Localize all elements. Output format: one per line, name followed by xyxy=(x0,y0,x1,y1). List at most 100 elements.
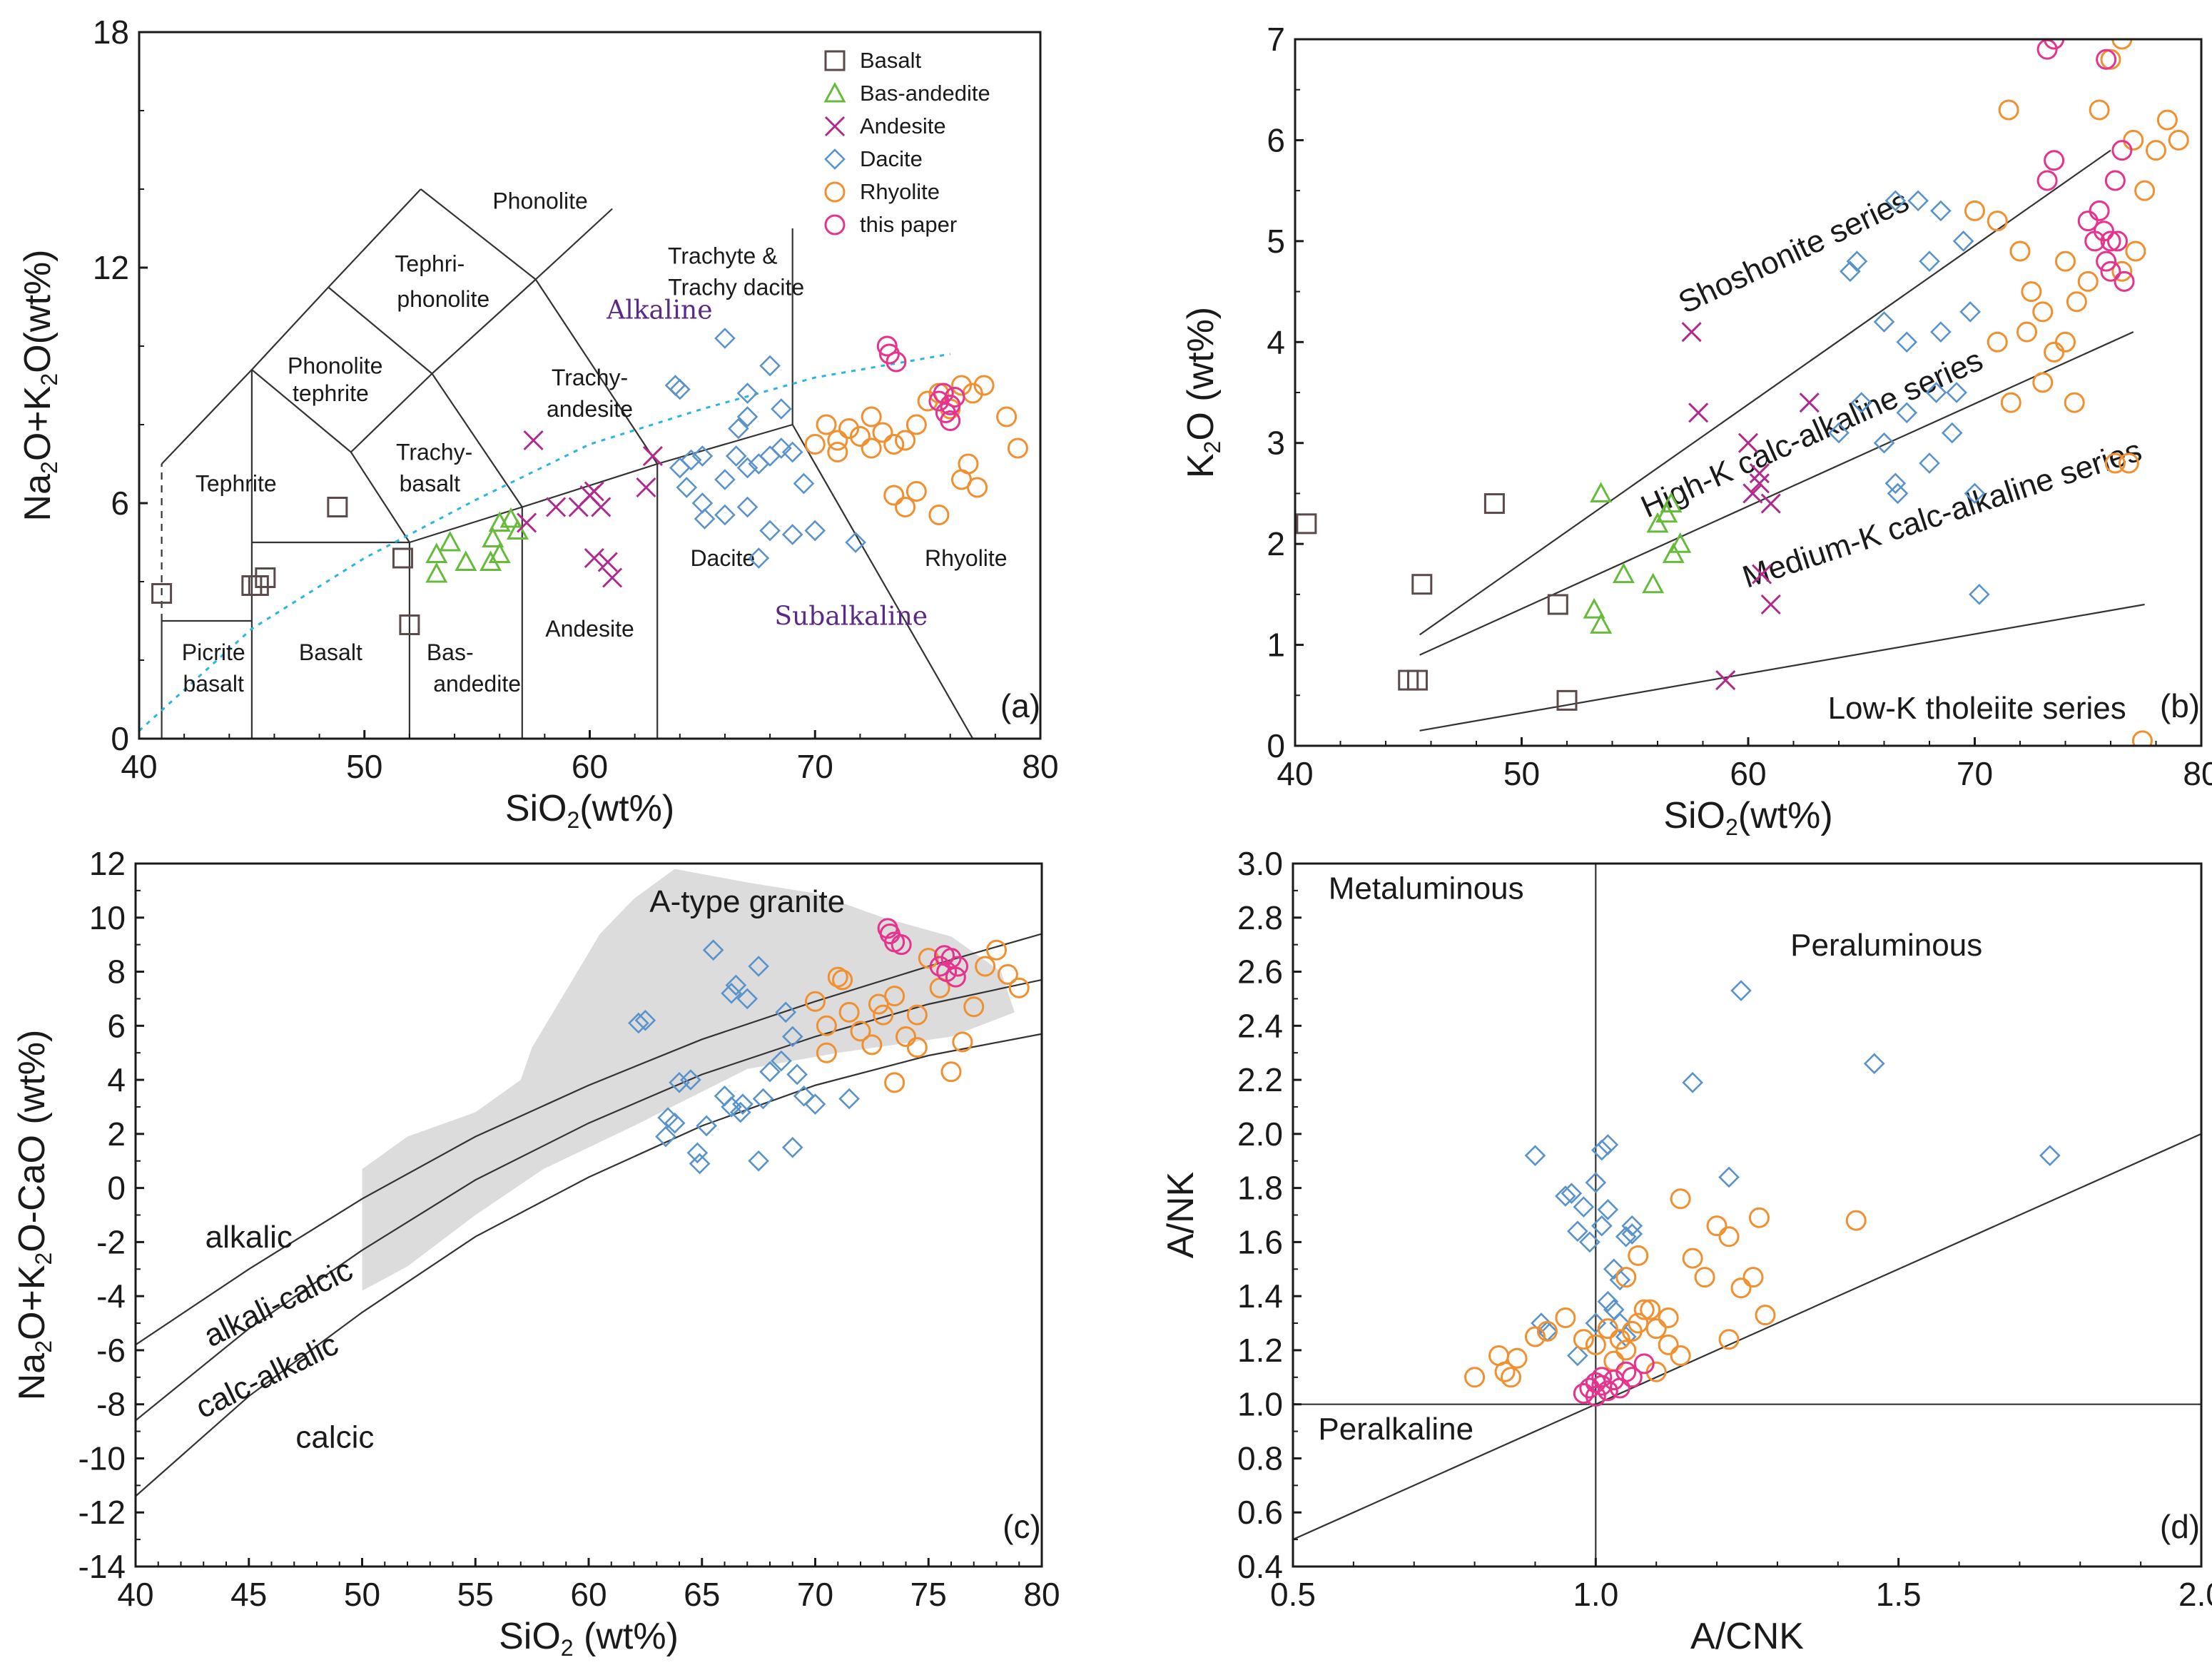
field-boundary xyxy=(350,451,410,543)
point-basalt xyxy=(392,547,413,569)
point-basalt xyxy=(1547,594,1568,615)
point-rhyolite xyxy=(2111,39,2133,50)
point-basalt xyxy=(1483,493,1505,515)
point-dacite xyxy=(748,1150,769,1172)
y-tick-label: 1.4 xyxy=(1237,1277,1283,1315)
point-dacite xyxy=(752,1088,774,1110)
point-this_paper xyxy=(933,945,955,966)
point-rhyolite xyxy=(1706,1215,1728,1237)
legend-marker-basalt xyxy=(824,50,846,71)
point-rhyolite xyxy=(850,1021,871,1042)
x-tick-label: 0.5 xyxy=(1270,1576,1316,1613)
point-rhyolite xyxy=(906,1037,928,1058)
point-rhyolite xyxy=(1506,1347,1528,1369)
field-label: Phonolite xyxy=(288,353,382,379)
point-rhyolite xyxy=(1633,1299,1655,1320)
point-rhyolite xyxy=(1658,1307,1679,1328)
point-rhyolite xyxy=(1573,1329,1594,1350)
point-rhyolite xyxy=(2000,392,2021,413)
point-rhyolite xyxy=(986,939,1007,961)
point-dacite xyxy=(1873,311,1895,333)
point-rhyolite xyxy=(1645,1318,1667,1340)
x-tick-label: 40 xyxy=(117,1576,153,1613)
point-rhyolite xyxy=(1730,1277,1752,1299)
point-dacite xyxy=(771,398,792,420)
point-dacite xyxy=(628,1012,649,1034)
point-dacite xyxy=(1959,301,1981,323)
point-andesite xyxy=(1760,493,1781,514)
legend-marker-this_paper xyxy=(824,214,846,236)
point-rhyolite xyxy=(2016,321,2038,343)
x-axis-title: SiO2 (wt%) xyxy=(499,1616,679,1661)
point-andesite xyxy=(1715,670,1736,691)
field-label: Tephri- xyxy=(395,251,465,277)
field-boundary xyxy=(656,423,793,465)
point-dacite xyxy=(669,457,691,479)
point-dacite xyxy=(1531,1312,1552,1334)
point-rhyolite xyxy=(884,1072,905,1093)
point-rhyolite xyxy=(838,1001,860,1023)
point-dacite xyxy=(1590,1139,1613,1161)
point-rhyolite xyxy=(2123,129,2144,151)
point-this_paper xyxy=(1585,1385,1606,1407)
point-rhyolite xyxy=(838,418,860,439)
point-rhyolite xyxy=(2044,341,2065,363)
field-label: Peraluminous xyxy=(1790,928,1982,963)
point-andesite xyxy=(642,445,663,467)
point-rhyolite xyxy=(2055,331,2076,353)
point-bas_andedite xyxy=(1655,502,1678,523)
point-rhyolite xyxy=(827,966,848,988)
field-boundary xyxy=(791,424,974,739)
series-bas_andedite xyxy=(425,507,529,583)
series-this_paper xyxy=(877,918,969,988)
point-dacite xyxy=(664,1112,686,1134)
series-dacite xyxy=(664,328,866,569)
point-rhyolite xyxy=(975,956,996,977)
plot-area: Phonolite Tephri-phonolite Trachyte & Trach… xyxy=(139,188,1028,739)
series-basalt xyxy=(151,497,420,635)
point-dacite xyxy=(759,1061,781,1083)
point-rhyolite xyxy=(1682,1248,1703,1269)
point-andesite xyxy=(517,512,537,533)
point-this_paper xyxy=(2096,49,2117,70)
y-axis-title: A/NK xyxy=(1160,1172,1202,1259)
point-this_paper xyxy=(1621,1367,1643,1388)
point-rhyolite xyxy=(1987,211,2008,232)
y-tick-label: 1.8 xyxy=(1237,1170,1283,1207)
series-dacite xyxy=(628,939,860,1175)
legend-label-andesite: Andesite xyxy=(860,113,946,138)
field-label: Trachyte & xyxy=(668,243,778,269)
point-basalt xyxy=(1556,689,1578,711)
series-this_paper xyxy=(2036,39,2135,292)
point-andesite xyxy=(546,497,567,517)
legend-marker-rhyolite xyxy=(824,181,846,203)
point-this_paper xyxy=(2107,231,2129,252)
plot-area: Metaluminous Peraluminous Peralkaline xyxy=(1293,864,2201,1567)
x-tick-label: 60 xyxy=(1730,755,1766,792)
point-dacite xyxy=(1567,1345,1588,1367)
point-dacite xyxy=(1621,1215,1643,1237)
y-tick-label: 18 xyxy=(93,14,129,51)
point-rhyolite xyxy=(950,375,972,396)
series-label: Subalkaline xyxy=(774,602,928,632)
point-dacite xyxy=(1952,231,1974,252)
point-dacite xyxy=(1828,422,1850,444)
y-tick-label: 1.0 xyxy=(1237,1386,1283,1423)
y-tick-label: -12 xyxy=(78,1494,126,1531)
point-dacite xyxy=(714,469,736,490)
point-this_paper xyxy=(2114,270,2135,292)
series-andesite xyxy=(517,430,663,588)
y-tick-label: 2.0 xyxy=(1237,1115,1283,1153)
point-rhyolite xyxy=(2055,250,2076,272)
point-dacite xyxy=(1941,422,1963,444)
point-rhyolite xyxy=(861,1034,883,1056)
point-this_paper xyxy=(933,383,954,404)
point-dacite xyxy=(2039,1145,2061,1166)
point-dacite xyxy=(1573,1196,1595,1218)
series-this_paper xyxy=(1573,1353,1655,1407)
point-basalt xyxy=(1406,669,1428,691)
point-andesite xyxy=(1742,483,1763,504)
field-boundary xyxy=(534,208,613,280)
point-dacite xyxy=(1930,321,1952,343)
point-bas_andedite xyxy=(506,519,529,540)
